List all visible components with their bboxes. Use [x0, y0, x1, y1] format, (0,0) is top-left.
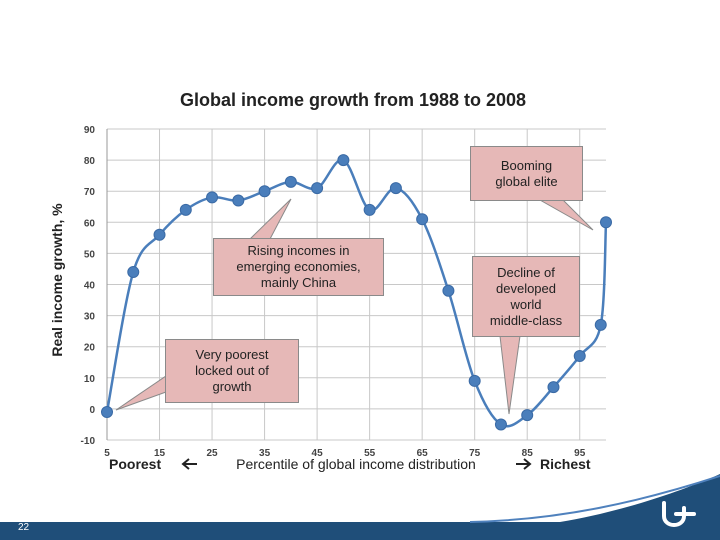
page-number: 22: [18, 522, 30, 533]
data-point: [363, 203, 376, 216]
x-axis-left-label: Poorest: [109, 456, 161, 472]
x-tick-label: 95: [574, 448, 586, 459]
y-tick-label: 80: [84, 156, 96, 167]
y-tick-label: 30: [84, 312, 96, 323]
data-point: [101, 406, 113, 419]
y-tick-label: 90: [84, 125, 96, 136]
series-points: [101, 154, 612, 431]
y-axis-ticks: -10 0 10 20 30 40 50 60 70 80 90: [81, 125, 96, 447]
x-axis-ticks: 5 15 25 35 45 55 65 75 85 95: [104, 448, 586, 459]
data-point: [389, 182, 402, 195]
data-point: [494, 418, 507, 431]
arrow-right-icon: [516, 458, 532, 470]
x-axis-right-label: Richest: [540, 456, 591, 472]
data-point: [337, 154, 350, 167]
x-tick-label: 15: [154, 448, 166, 459]
data-point: [127, 266, 140, 279]
annotation-middle-class-decline: Decline of developed world middle-class: [472, 256, 580, 337]
data-point: [153, 228, 166, 241]
x-tick-label: 65: [417, 448, 429, 459]
x-tick-label: 5: [104, 448, 110, 459]
data-point: [311, 182, 324, 195]
data-point: [232, 194, 245, 207]
x-tick-label: 35: [259, 448, 271, 459]
annotation-very-poorest: Very poorest locked out of growth: [165, 339, 299, 403]
footer-wave: [0, 474, 720, 540]
y-tick-label: 0: [89, 405, 95, 416]
data-point: [600, 216, 612, 229]
data-point: [468, 374, 481, 387]
data-point: [594, 318, 607, 331]
data-point: [206, 191, 219, 204]
callout-pointers: [115, 198, 594, 415]
y-tick-label: 20: [84, 343, 96, 354]
y-tick-label: 60: [84, 218, 96, 229]
data-point: [521, 409, 534, 422]
annotation-rising-incomes: Rising incomes in emerging economies, ma…: [213, 238, 384, 296]
y-tick-label: 50: [84, 249, 96, 260]
x-tick-label: 75: [469, 448, 481, 459]
data-point: [258, 185, 271, 198]
chart-title: Global income growth from 1988 to 2008: [180, 90, 526, 110]
x-tick-label: 45: [312, 448, 324, 459]
x-axis-label: Percentile of global income distribution: [236, 456, 476, 472]
x-tick-label: 85: [522, 448, 534, 459]
data-point: [179, 203, 192, 216]
data-point: [547, 381, 560, 394]
y-tick-label: -10: [81, 436, 96, 447]
y-axis-label: Real income growth, %: [49, 203, 65, 357]
belgian-federal-logo-icon: [662, 501, 696, 527]
annotation-booming-elite: Booming global elite: [470, 146, 583, 201]
y-tick-label: 10: [84, 374, 96, 385]
y-tick-label: 40: [84, 281, 96, 292]
y-tick-label: 70: [84, 187, 96, 198]
data-point: [284, 175, 297, 188]
x-tick-label: 55: [364, 448, 376, 459]
arrow-left-icon: [181, 458, 197, 470]
data-point: [573, 350, 586, 363]
x-tick-label: 25: [206, 448, 218, 459]
data-point: [442, 284, 455, 297]
data-point: [416, 213, 429, 226]
footer-accent: [469, 475, 720, 523]
